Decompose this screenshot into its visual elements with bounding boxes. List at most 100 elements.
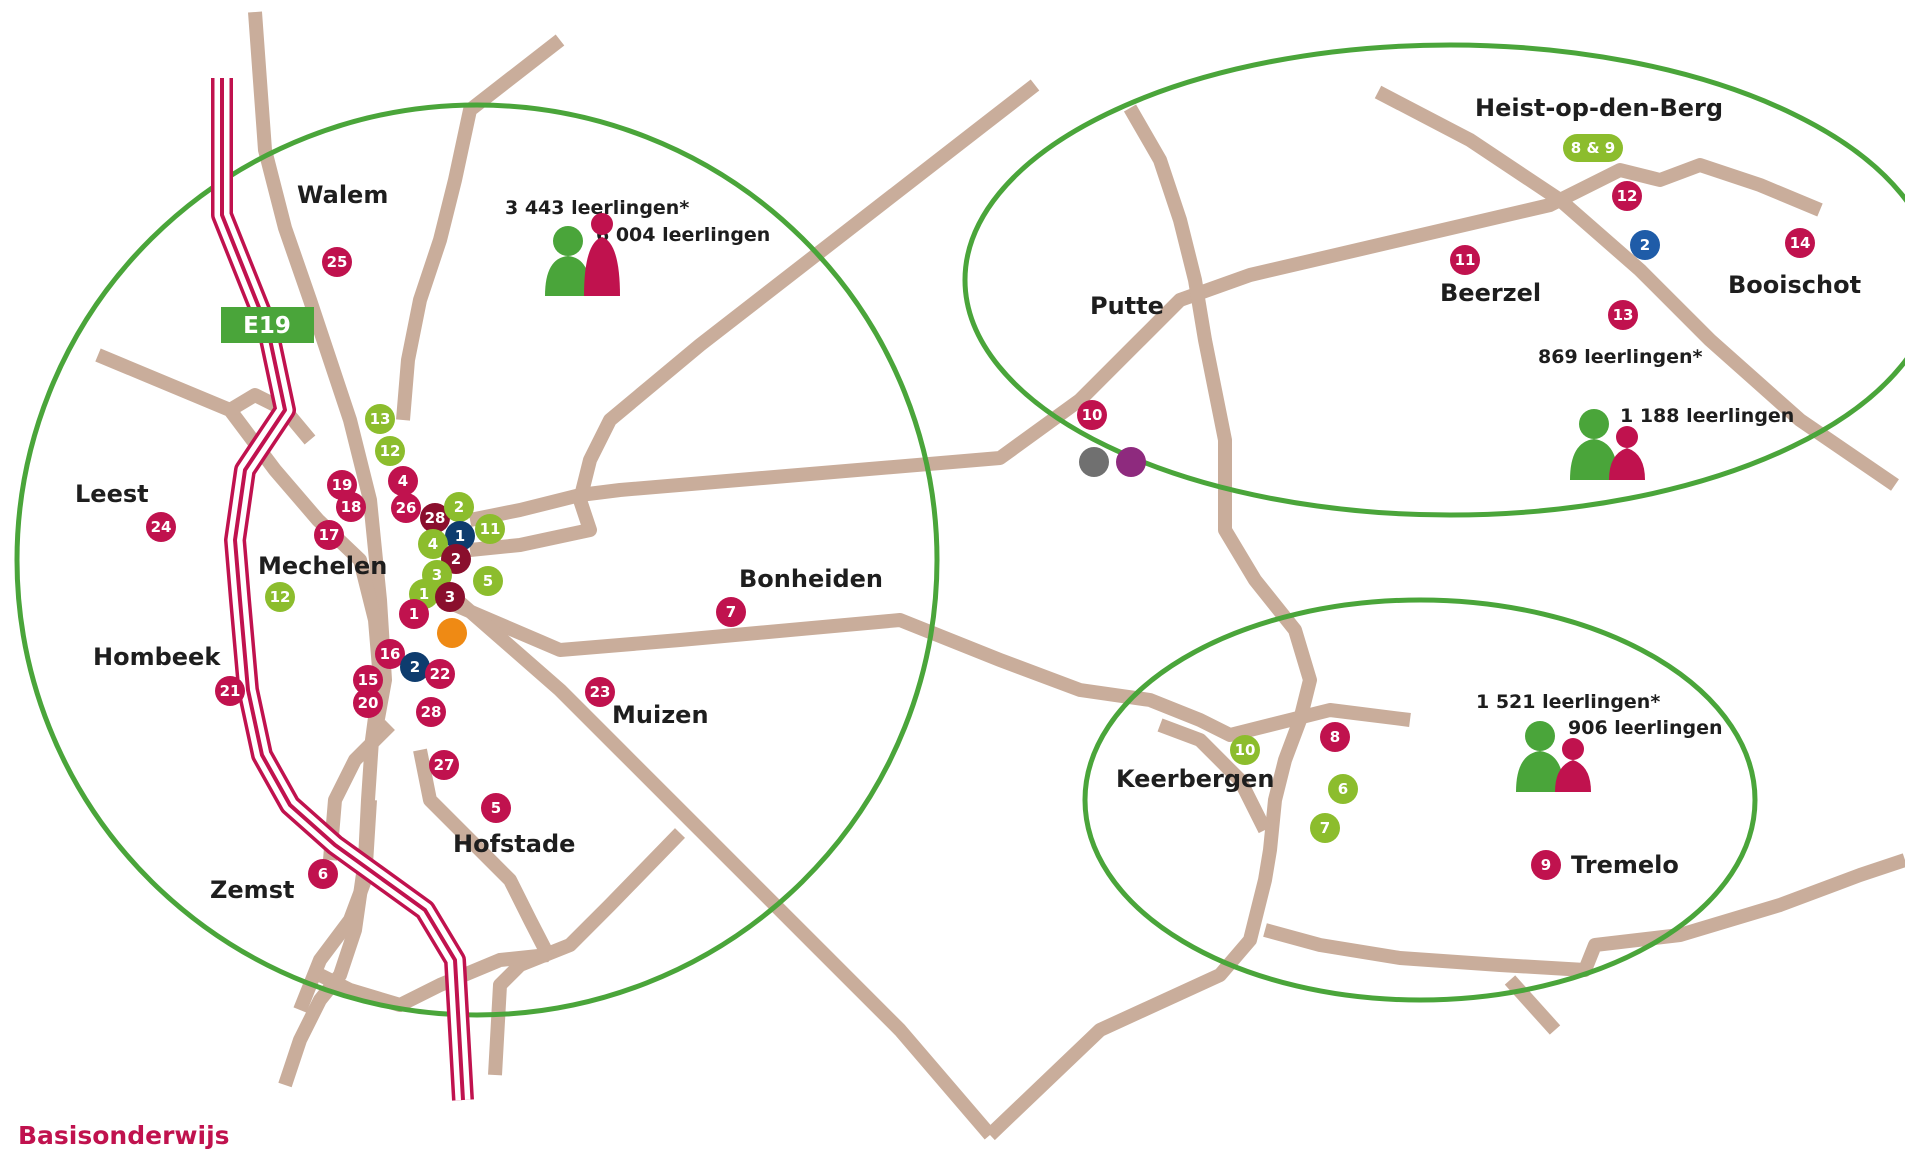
marker-4-red[interactable]: 4 [388,466,418,496]
student-icon-green [545,226,591,296]
marker-label: 23 [590,683,611,701]
marker-label: 10 [1082,406,1103,424]
stats-heist: 869 leerlingen* 1 188 leerlingen [1538,346,1794,480]
marker-11-beerzel[interactable]: 11 [1450,245,1480,275]
marker-4-green[interactable]: 4 [418,529,448,559]
marker-label: 7 [1320,819,1330,837]
heist-region-ring [962,42,1905,518]
marker-23[interactable]: 23 [585,677,615,707]
marker-label: 2 [454,498,464,516]
place-putte: Putte [1090,292,1164,320]
place-leest: Leest [75,480,149,508]
pill-8-9[interactable]: 8 & 9 [1563,134,1623,162]
marker-label: 5 [491,799,501,817]
marker-2-green[interactable]: 2 [444,492,474,522]
student-icon-red [1609,426,1645,480]
marker-label: 1 [455,527,465,545]
place-booischot: Booischot [1728,271,1861,299]
pill-background [1563,134,1623,162]
keerbergen-region-ring [1082,597,1758,1003]
marker-label: 18 [341,498,362,516]
place-walem: Walem [297,181,388,209]
place-zemst: Zemst [210,876,294,904]
marker-label: 12 [1617,187,1638,205]
marker-7-bonheiden[interactable]: 7 [716,597,746,627]
e19-sign-plate [221,307,314,343]
marker-28-bottom[interactable]: 28 [416,697,446,727]
marker-25[interactable]: 25 [322,247,352,277]
marker-orange[interactable] [437,618,467,648]
school-markers: 25 24 13 12 19 18 17 4 26 28 2 1 11 4 2 … [146,181,1815,889]
marker-18[interactable]: 18 [336,492,366,522]
marker-9-tremelo[interactable]: 9 [1531,850,1561,880]
marker-label: 16 [380,645,401,663]
student-icon-green [1570,409,1618,480]
marker-label: 27 [434,756,455,774]
place-tremelo: Tremelo [1571,851,1679,879]
marker-label: 24 [151,518,172,536]
marker-label: 28 [425,509,446,527]
marker-13-green[interactable]: 13 [365,404,395,434]
marker-2-blue[interactable]: 2 [1630,230,1660,260]
marker-7-keerbergen-green[interactable]: 7 [1310,813,1340,843]
pill-label: 8 & 9 [1571,139,1615,157]
student-icon-green [1516,721,1564,792]
marker-1-red[interactable]: 1 [399,599,429,629]
marker-27[interactable]: 27 [429,750,459,780]
marker-21[interactable]: 21 [215,676,245,706]
marker-2-navy[interactable]: 2 [400,652,430,682]
marker-10-putte[interactable]: 10 [1077,400,1107,430]
marker-20[interactable]: 20 [353,688,383,718]
marker-label: 11 [480,520,501,538]
marker-purple[interactable] [1116,447,1146,477]
e19-highway [211,78,474,1101]
marker-10-keerbergen-green[interactable]: 10 [1230,735,1260,765]
marker-3-dark[interactable]: 3 [435,582,465,612]
marker-5-green[interactable]: 5 [473,566,503,596]
marker-26[interactable]: 26 [391,493,421,523]
marker-label: 28 [421,703,442,721]
stats-keerbergen: 1 521 leerlingen* 906 leerlingen [1476,691,1723,792]
marker-12-green[interactable]: 12 [375,436,405,466]
e19-label: E19 [243,313,291,339]
marker-grey[interactable] [1079,447,1109,477]
marker-label: 9 [1541,856,1551,874]
marker-label: 5 [483,572,493,590]
marker-label: 11 [1455,251,1476,269]
place-beerzel: Beerzel [1440,279,1541,307]
place-muizen: Muizen [612,701,709,729]
marker-label: 19 [332,476,353,494]
marker-label: 13 [1613,306,1634,324]
marker-label: 8 [1330,728,1340,746]
marker-12-heist[interactable]: 12 [1612,181,1642,211]
marker-14[interactable]: 14 [1785,228,1815,258]
marker-15[interactable]: 15 [353,665,383,695]
marker-24[interactable]: 24 [146,512,176,542]
stats-mechelen: 3 443 leerlingen* 6 004 leerlingen [505,197,770,296]
marker-6-zemst[interactable]: 6 [308,859,338,889]
marker-label: 2 [1640,236,1650,254]
place-mechelen: Mechelen [258,552,387,580]
marker-6-keerbergen-green[interactable]: 6 [1328,774,1358,804]
marker-5-hofstade[interactable]: 5 [481,793,511,823]
marker-label: 14 [1790,234,1811,252]
marker-12-mechelen-green[interactable]: 12 [265,582,295,612]
e19-sign: E19 [221,307,314,343]
marker-22[interactable]: 22 [425,659,455,689]
marker-13-heist[interactable]: 13 [1608,300,1638,330]
marker-16[interactable]: 16 [375,639,405,669]
marker-28-top[interactable]: 28 [420,503,450,533]
marker-17[interactable]: 17 [314,520,344,550]
marker-8-keerbergen[interactable]: 8 [1320,722,1350,752]
marker-label: 15 [358,671,379,689]
marker-1-navy[interactable]: 1 [445,521,475,551]
marker-label: 20 [358,694,379,712]
stat-secondary-mechelen: 3 443 leerlingen* [505,197,689,219]
marker-label: 2 [410,658,420,676]
place-labels: Walem Leest Mechelen Hombeek Zemst Hofst… [75,94,1861,904]
place-hofstade: Hofstade [453,830,575,858]
stat-secondary-keerbergen: 1 521 leerlingen* [1476,691,1660,713]
marker-11-green[interactable]: 11 [475,514,505,544]
marker-label: 4 [398,472,408,490]
